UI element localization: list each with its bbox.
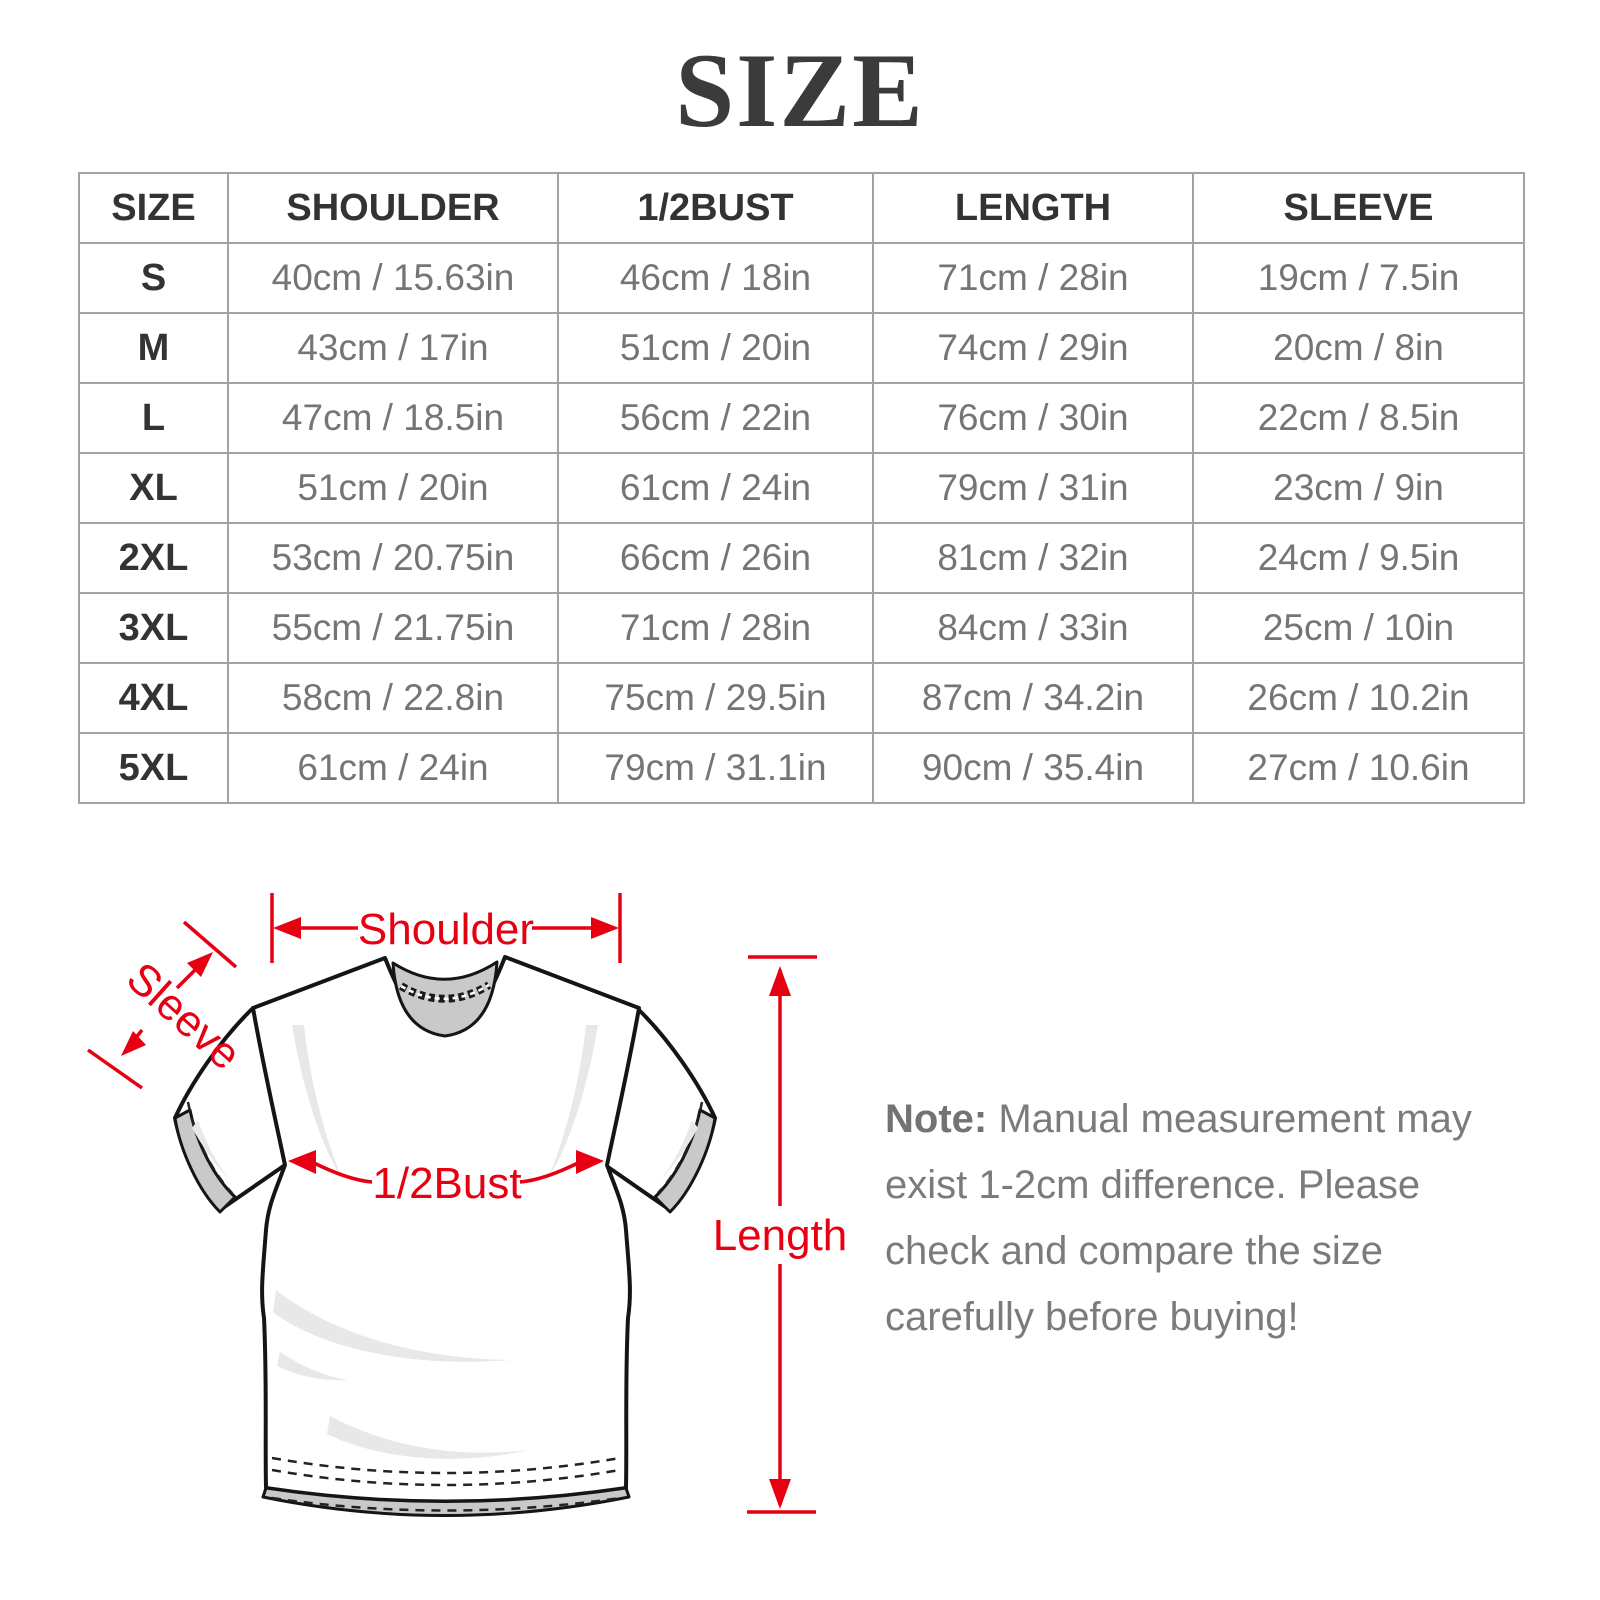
bust-cell: 71cm / 28in bbox=[557, 592, 874, 664]
shoulder-label: Shoulder bbox=[358, 905, 534, 954]
sleeve-cell: 22cm / 8.5in bbox=[1192, 382, 1525, 454]
bust-cell: 75cm / 29.5in bbox=[557, 662, 874, 734]
shoulder-cell: 61cm / 24in bbox=[227, 732, 559, 804]
table-row-l: L 47cm / 18.5in 56cm / 22in 76cm / 30in … bbox=[78, 382, 1525, 454]
page-title: SIZE bbox=[675, 32, 925, 149]
sleeve-tick-upper bbox=[182, 920, 238, 969]
size-cell: 5XL bbox=[78, 732, 229, 804]
table-row-s: S 40cm / 15.63in 46cm / 18in 71cm / 28in… bbox=[78, 242, 1525, 314]
length-annotation: Length bbox=[713, 955, 848, 1514]
hem-band bbox=[261, 1486, 631, 1517]
length-label-bg bbox=[716, 1206, 844, 1264]
header-shoulder: SHOULDER bbox=[227, 172, 559, 244]
bust-cell: 79cm / 31.1in bbox=[557, 732, 874, 804]
bust-label: 1/2Bust bbox=[372, 1159, 521, 1208]
sleeve-annotation: Sleeve bbox=[86, 920, 250, 1090]
note-text: Manual measurement may exist 1-2cm diffe… bbox=[885, 1097, 1472, 1339]
shoulder-arrowhead-left bbox=[273, 917, 301, 939]
table-row-2xl: 2XL 53cm / 20.75in 66cm / 26in 81cm / 32… bbox=[78, 522, 1525, 594]
size-cell: XL bbox=[78, 452, 229, 524]
length-cell: 79cm / 31in bbox=[872, 452, 1194, 524]
left-cuff-stitch bbox=[186, 1101, 233, 1194]
table-row-xl: XL 51cm / 20in 61cm / 24in 79cm / 31in 2… bbox=[78, 452, 1525, 524]
header-sleeve: SLEEVE bbox=[1192, 172, 1525, 244]
length-cell: 90cm / 35.4in bbox=[872, 732, 1194, 804]
size-cell: L bbox=[78, 382, 229, 454]
sleeve-arrowhead-upper bbox=[187, 952, 213, 977]
sleeve-cell: 25cm / 10in bbox=[1192, 592, 1525, 664]
bust-cell: 61cm / 24in bbox=[557, 452, 874, 524]
bust-arrow-line-right bbox=[519, 1160, 581, 1184]
length-cell: 81cm / 32in bbox=[872, 522, 1194, 594]
measurement-note: Note: Manual measurement may exist 1-2cm… bbox=[885, 1086, 1490, 1350]
length-label: Length bbox=[713, 1211, 848, 1260]
size-cell: S bbox=[78, 242, 229, 314]
shoulder-cell: 58cm / 22.8in bbox=[227, 662, 559, 734]
table-row-m: M 43cm / 17in 51cm / 20in 74cm / 29in 20… bbox=[78, 312, 1525, 384]
collar-zigzag-light bbox=[400, 983, 490, 1000]
header-row: SIZE SHOULDER 1/2BUST LENGTH SLEEVE bbox=[78, 172, 1525, 244]
right-cuff-stitch bbox=[657, 1101, 704, 1194]
header-size: SIZE bbox=[78, 172, 229, 244]
table-row-5xl: 5XL 61cm / 24in 79cm / 31.1in 90cm / 35.… bbox=[78, 732, 1525, 804]
bust-arrowhead-right bbox=[576, 1150, 604, 1174]
bust-arrowhead-left bbox=[288, 1150, 316, 1174]
length-cell: 84cm / 33in bbox=[872, 592, 1194, 664]
bust-annotation: 1/2Bust bbox=[288, 1150, 604, 1208]
length-cell: 74cm / 29in bbox=[872, 312, 1194, 384]
length-arrowhead-bottom bbox=[769, 1479, 791, 1509]
size-cell: 2XL bbox=[78, 522, 229, 594]
shoulder-cell: 40cm / 15.63in bbox=[227, 242, 559, 314]
size-cell: 4XL bbox=[78, 662, 229, 734]
shoulder-cell: 43cm / 17in bbox=[227, 312, 559, 384]
bust-arrow-line-left bbox=[311, 1160, 373, 1184]
bust-cell: 56cm / 22in bbox=[557, 382, 874, 454]
shoulder-cell: 51cm / 20in bbox=[227, 452, 559, 524]
sleeve-cell: 20cm / 8in bbox=[1192, 312, 1525, 384]
size-chart-table: SIZE SHOULDER 1/2BUST LENGTH SLEEVE S 40… bbox=[78, 172, 1525, 804]
sleeve-label: Sleeve bbox=[117, 953, 250, 1079]
note-label: Note: bbox=[885, 1097, 988, 1141]
sleeve-cell: 27cm / 10.6in bbox=[1192, 732, 1525, 804]
length-arrowhead-top bbox=[769, 966, 791, 996]
shoulder-annotation: Shoulder bbox=[270, 893, 622, 963]
bust-cell: 66cm / 26in bbox=[557, 522, 874, 594]
length-cell: 87cm / 34.2in bbox=[872, 662, 1194, 734]
tshirt-graphic bbox=[173, 955, 717, 1517]
shoulder-cell: 55cm / 21.75in bbox=[227, 592, 559, 664]
sleeve-tick-lower bbox=[86, 1048, 144, 1090]
shoulder-cell: 47cm / 18.5in bbox=[227, 382, 559, 454]
wrinkle-shading bbox=[192, 1025, 698, 1459]
table-row-3xl: 3XL 55cm / 21.75in 71cm / 28in 84cm / 33… bbox=[78, 592, 1525, 664]
length-cell: 71cm / 28in bbox=[872, 242, 1194, 314]
header-length: LENGTH bbox=[872, 172, 1194, 244]
tshirt-body bbox=[251, 955, 641, 1504]
sleeve-cell: 23cm / 9in bbox=[1192, 452, 1525, 524]
bust-cell: 46cm / 18in bbox=[557, 242, 874, 314]
table-row-4xl: 4XL 58cm / 22.8in 75cm / 29.5in 87cm / 3… bbox=[78, 662, 1525, 734]
tshirt-measurement-diagram: Shoulder Sleeve 1/2Bust L bbox=[86, 893, 848, 1517]
bust-cell: 51cm / 20in bbox=[557, 312, 874, 384]
sleeve-cell: 19cm / 7.5in bbox=[1192, 242, 1525, 314]
shoulder-arrowhead-right bbox=[591, 917, 619, 939]
sleeve-arrowhead-lower bbox=[121, 1031, 146, 1056]
length-cell: 76cm / 30in bbox=[872, 382, 1194, 454]
sleeve-cell: 24cm / 9.5in bbox=[1192, 522, 1525, 594]
sleeve-cell: 26cm / 10.2in bbox=[1192, 662, 1525, 734]
header-bust: 1/2BUST bbox=[557, 172, 874, 244]
shoulder-cell: 53cm / 20.75in bbox=[227, 522, 559, 594]
size-cell: 3XL bbox=[78, 592, 229, 664]
size-cell: M bbox=[78, 312, 229, 384]
